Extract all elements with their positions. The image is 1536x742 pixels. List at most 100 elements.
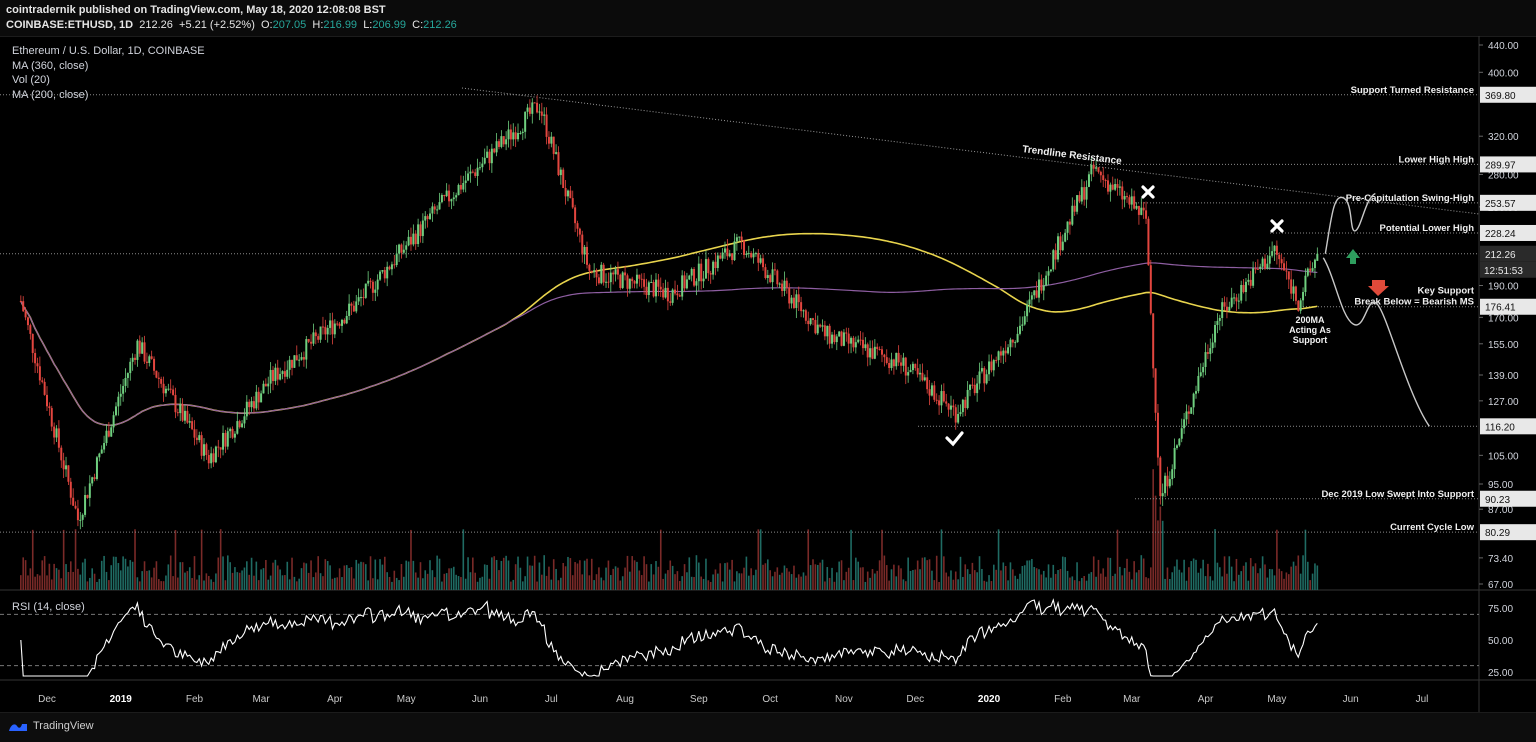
volume-bar xyxy=(22,557,25,590)
candle-body xyxy=(1287,271,1290,280)
tradingview-logo[interactable]: TradingView xyxy=(8,720,94,732)
volume-bar xyxy=(474,572,477,590)
candle-body xyxy=(733,241,736,261)
legend-vol[interactable]: Vol (20) xyxy=(12,74,50,86)
volume-bar xyxy=(445,573,448,590)
candle-body xyxy=(1154,368,1157,413)
volume-bar xyxy=(269,575,272,590)
candle-body xyxy=(48,406,51,409)
candle-body xyxy=(638,274,641,279)
candle-body xyxy=(574,207,577,224)
volume-bar xyxy=(831,567,833,590)
volume-bar xyxy=(136,577,139,590)
price-tick-label: 190.00 xyxy=(1488,281,1519,292)
candle-body xyxy=(145,361,148,363)
legend-ma200[interactable]: MA (200, close) xyxy=(12,88,89,101)
volume-bar xyxy=(548,566,550,590)
candle-body xyxy=(34,353,37,364)
time-axis-label: May xyxy=(1267,694,1286,705)
candle-body xyxy=(407,236,410,246)
volume-bar xyxy=(1183,559,1185,590)
volume-bar xyxy=(957,579,959,590)
open-value: 207.05 xyxy=(272,19,307,31)
candle-body xyxy=(414,233,417,245)
candle-body xyxy=(445,190,448,197)
time-axis-label: Apr xyxy=(327,694,343,705)
candle-body xyxy=(357,297,360,302)
candle-body xyxy=(797,294,800,303)
volume-bar xyxy=(1028,560,1031,590)
candle-body xyxy=(157,377,160,379)
candle-body xyxy=(1152,313,1155,369)
candle-body xyxy=(876,346,879,350)
candle-body xyxy=(566,190,569,197)
volume-bar xyxy=(260,569,262,590)
volume-bar xyxy=(1097,559,1100,590)
rsi-label[interactable]: RSI (14, close) xyxy=(12,601,85,613)
symbol-ohlc-line: COINBASE:ETHUSD, 1D 212.26 +5.21 (+2.52%… xyxy=(6,19,457,31)
candle-body xyxy=(864,344,867,349)
volume-bar xyxy=(835,572,838,590)
candle-body xyxy=(276,367,279,380)
level-annotation: Break Below = Bearish MS xyxy=(1354,297,1474,308)
candle-body xyxy=(597,277,600,284)
candle-body xyxy=(502,136,505,145)
candle-body xyxy=(1309,268,1312,271)
candle-body xyxy=(271,369,274,382)
candle-body xyxy=(904,357,907,376)
candle-body xyxy=(552,136,555,154)
ma360-line xyxy=(20,262,1318,426)
candle-body xyxy=(1109,184,1112,192)
candle-body xyxy=(557,152,560,176)
volume-bar xyxy=(483,564,486,590)
candle-body xyxy=(857,339,860,343)
volume-bar xyxy=(1247,580,1250,590)
volume-bar xyxy=(1261,556,1264,590)
candle-body xyxy=(150,356,153,359)
volume-bar xyxy=(664,573,667,590)
candle-body xyxy=(731,253,734,261)
candle-body xyxy=(1249,279,1252,286)
volume-bar xyxy=(193,556,196,590)
candle-body xyxy=(112,415,115,428)
volume-bar xyxy=(871,569,874,590)
volume-bar xyxy=(750,568,752,590)
volume-bar xyxy=(1083,575,1085,590)
volume-bar xyxy=(334,577,336,590)
price-axis[interactable]: 440.00400.00320.00280.00250.00190.00170.… xyxy=(1479,41,1536,591)
candle-body xyxy=(1035,290,1038,298)
candle-body xyxy=(1076,195,1079,212)
candle-body xyxy=(1021,324,1024,326)
candle-body xyxy=(1099,171,1102,176)
candle-body xyxy=(569,190,572,199)
volume-bar xyxy=(935,555,938,590)
legend-ma360[interactable]: MA (360, close) xyxy=(12,59,89,72)
candle-body xyxy=(821,325,824,327)
volume-bar xyxy=(1233,581,1235,590)
volume-bar xyxy=(479,577,481,590)
volume-bar xyxy=(431,570,434,590)
candle-body xyxy=(645,286,648,296)
volume-bar xyxy=(1066,570,1069,590)
volume-bar xyxy=(293,576,296,590)
price-tick-label: 440.00 xyxy=(1488,41,1519,52)
time-axis-label: 2020 xyxy=(978,694,1001,705)
volume-bar xyxy=(177,577,179,590)
candle-body xyxy=(241,423,244,428)
candle-body xyxy=(571,198,574,208)
volume-bar xyxy=(617,567,619,590)
volume-bar xyxy=(607,560,610,590)
candle-body xyxy=(785,280,788,288)
candle-body xyxy=(928,389,931,396)
candle-body xyxy=(809,318,812,325)
time-axis[interactable]: Dec 2019 Feb Mar Apr May Jun Jul Aug Sep Oct Nov Dec… xyxy=(38,694,1428,705)
candle-body xyxy=(117,396,120,407)
candle-body xyxy=(1280,259,1283,264)
volume-bar xyxy=(298,578,300,590)
candle-body xyxy=(1061,241,1064,251)
volume-bar xyxy=(1228,556,1231,590)
price-chart[interactable]: Support Turned Resistance Lower High High… xyxy=(0,36,1536,712)
candle-body xyxy=(949,405,952,410)
volume-bar xyxy=(609,575,612,590)
volume-bar xyxy=(414,572,417,590)
